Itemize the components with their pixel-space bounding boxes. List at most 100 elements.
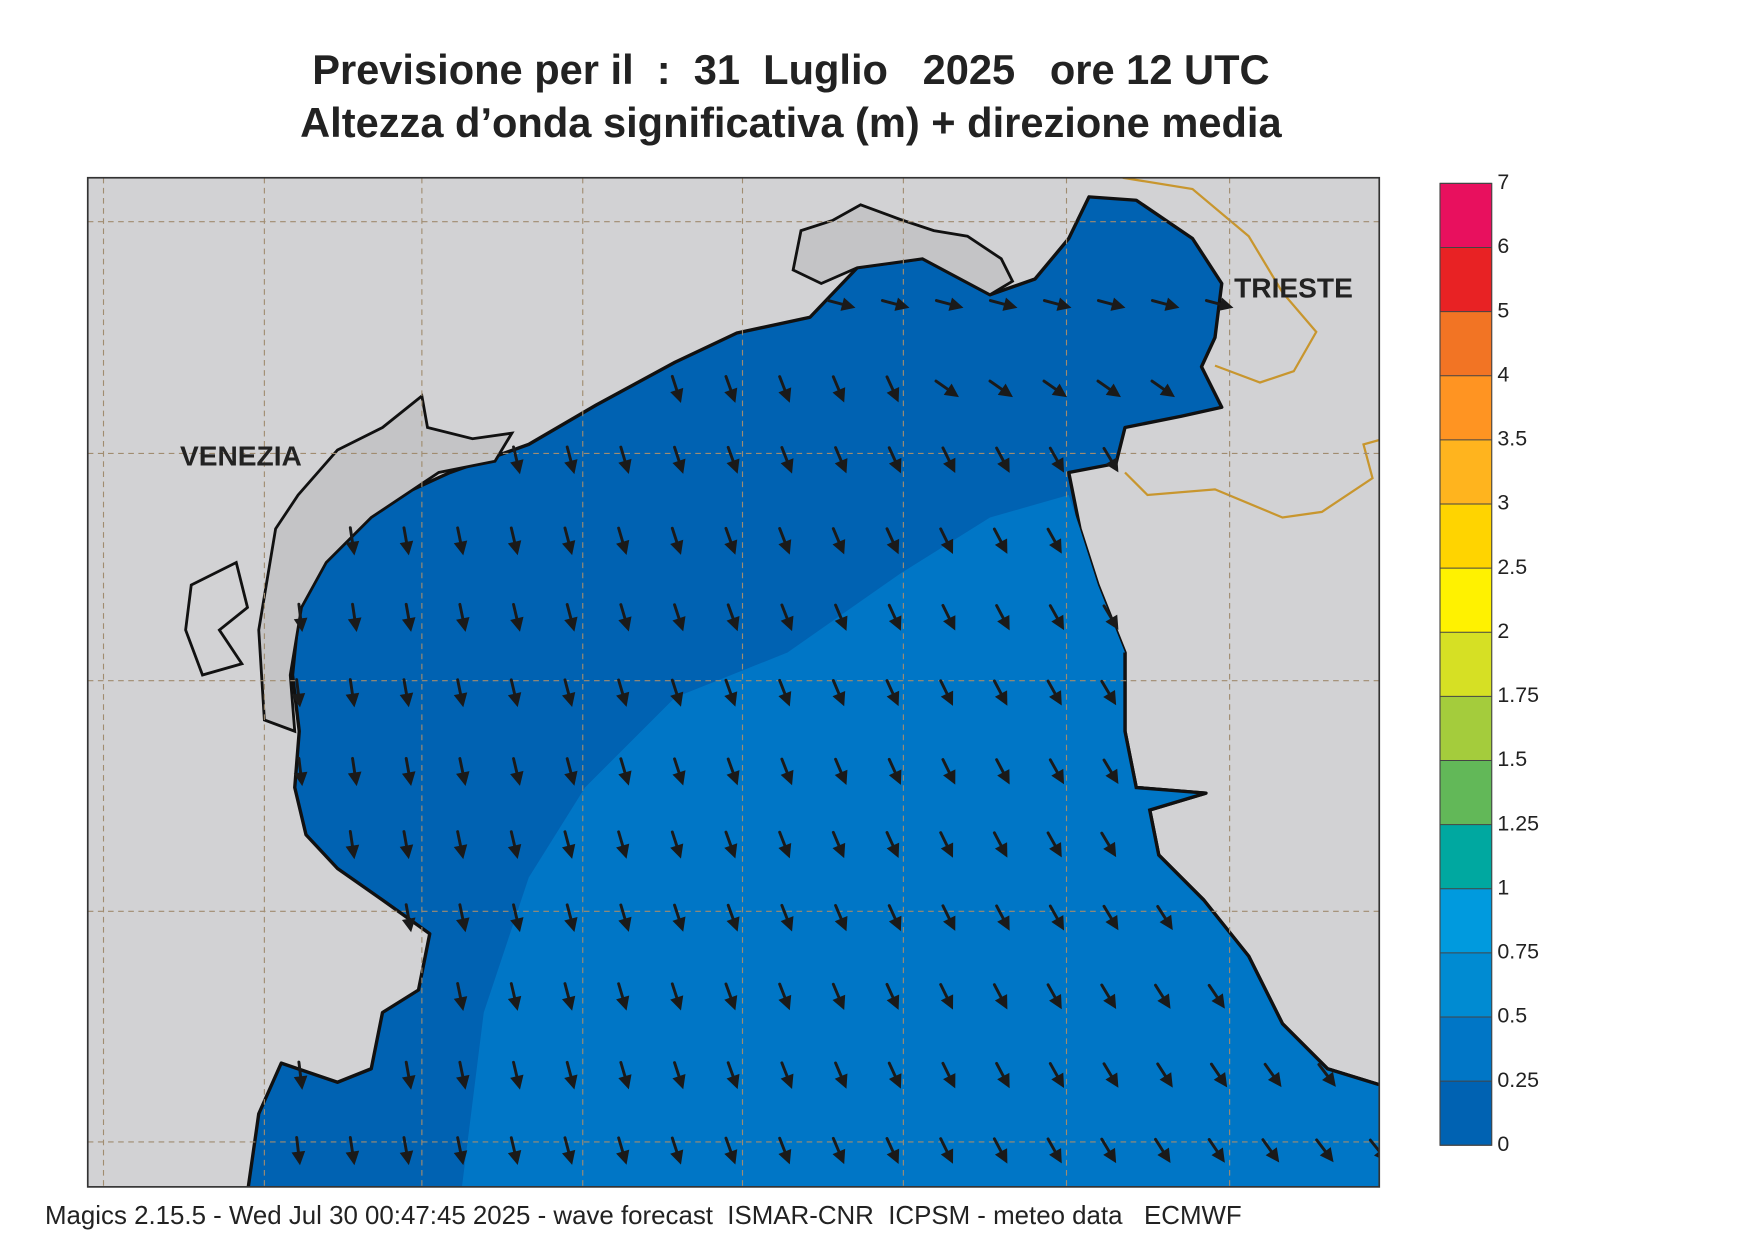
arrow: [934, 379, 959, 398]
arrow: [616, 1136, 630, 1165]
colorbar-band: [1440, 247, 1492, 312]
colorbar-band: [1440, 183, 1492, 248]
arrow: [778, 678, 792, 707]
arrow: [726, 1061, 740, 1090]
arrow: [885, 375, 900, 403]
arrow: [561, 526, 576, 556]
arrow: [401, 602, 416, 632]
arrow: [507, 982, 522, 1011]
arrow: [1154, 983, 1171, 1009]
arrow: [1154, 1137, 1171, 1163]
arrow: [1048, 904, 1065, 931]
arrow: [992, 679, 1008, 706]
colorbar-band: [1440, 504, 1492, 569]
arrow: [670, 374, 684, 404]
arrow: [887, 603, 902, 631]
arrow: [399, 830, 414, 860]
arrow: [1315, 1138, 1334, 1163]
arrow: [507, 526, 522, 556]
colorbar-label: 3.5: [1497, 427, 1527, 451]
arrow: [510, 903, 524, 933]
arrow: [401, 756, 416, 787]
arrow: [995, 758, 1010, 785]
arrow: [1042, 297, 1072, 311]
arrow: [780, 903, 794, 932]
colorbar-label: 1.25: [1497, 811, 1539, 835]
arrow: [670, 678, 684, 707]
arrow: [561, 1136, 576, 1165]
arrow: [885, 831, 900, 858]
arrow: [941, 758, 956, 785]
arrow: [1042, 379, 1067, 398]
arrow: [826, 297, 856, 311]
arrow: [992, 527, 1008, 554]
arrow: [934, 297, 964, 311]
coastline: [1123, 652, 1380, 1087]
arrow: [507, 830, 522, 859]
lagoon-island: [184, 560, 250, 677]
arrow: [831, 375, 846, 403]
arrow: [1102, 904, 1119, 931]
arrow: [456, 1060, 470, 1090]
arrow: [1048, 604, 1065, 631]
arrow: [456, 903, 470, 933]
arrow: [1048, 1062, 1065, 1089]
arrow: [1102, 758, 1119, 785]
arrow: [564, 603, 578, 632]
arrow: [345, 526, 360, 556]
arrow: [1100, 1137, 1117, 1164]
arrow: [726, 903, 740, 932]
arrow: [453, 678, 468, 708]
arrow: [831, 1136, 846, 1165]
arrow: [995, 604, 1010, 631]
arrow: [347, 602, 362, 632]
arrow: [453, 1136, 468, 1166]
arrow: [885, 679, 900, 707]
arrow: [345, 1136, 360, 1166]
subtitle: Altezza d’onda significativa (m) + direz…: [300, 99, 1282, 146]
arrow: [561, 982, 576, 1011]
arrow: [510, 757, 524, 786]
arrow: [1100, 679, 1117, 706]
arrow: [618, 1061, 632, 1090]
arrow: [453, 982, 468, 1011]
arrow: [995, 1061, 1010, 1089]
arrow: [778, 830, 792, 859]
arrow: [1046, 679, 1062, 706]
footer: Magics 2.15.5 - Wed Jul 30 00:47:45 2025…: [45, 1202, 1242, 1230]
colorbar-label: 0.25: [1497, 1068, 1539, 1092]
city-label: VENEZIA: [180, 440, 302, 471]
arrow: [616, 526, 630, 556]
arrow: [780, 446, 794, 474]
arrow: [939, 679, 954, 706]
arrow: [834, 446, 848, 474]
arrow: [724, 678, 738, 707]
arrow: [672, 603, 686, 632]
arrow: [291, 1136, 306, 1166]
arrow: [988, 379, 1013, 398]
arrow: [561, 678, 576, 707]
colorbar-label: 1.5: [1497, 747, 1527, 771]
arrow: [939, 831, 954, 858]
arrow: [880, 297, 910, 311]
arrow: [1102, 604, 1119, 630]
arrow: [1102, 446, 1119, 473]
colorbar-label: 1: [1497, 875, 1509, 899]
arrow: [672, 757, 686, 786]
colorbar-band: [1440, 311, 1492, 376]
colorbar-band: [1440, 375, 1492, 440]
arrow: [456, 757, 470, 786]
arrow: [831, 982, 846, 1011]
arrow: [564, 903, 578, 932]
arrow: [939, 983, 954, 1010]
arrow: [1156, 904, 1173, 931]
colorbar-band: [1440, 952, 1492, 1017]
arrow: [456, 602, 470, 632]
arrow: [885, 1137, 900, 1164]
city-label: TRIESTE: [1234, 273, 1353, 304]
arrow: [1317, 1063, 1336, 1087]
arrow: [507, 1136, 522, 1165]
arrow: [780, 1061, 794, 1089]
arrow: [831, 527, 846, 555]
